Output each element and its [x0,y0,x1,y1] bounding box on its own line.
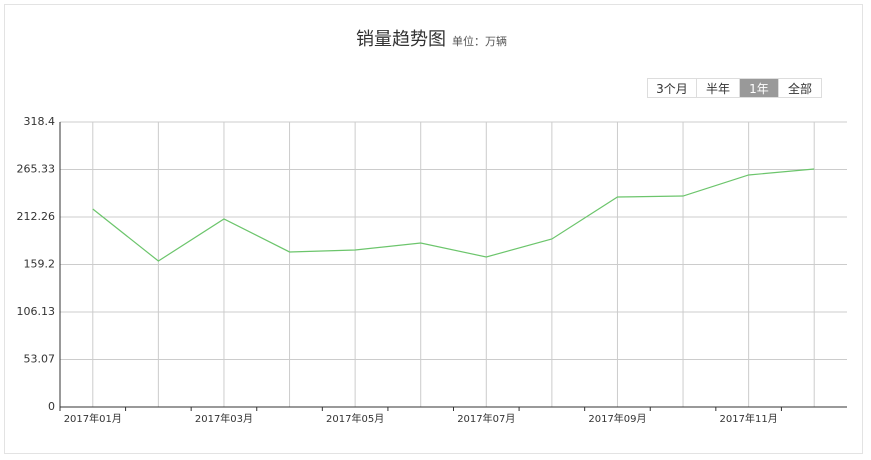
y-tick-label: 265.33 [17,163,56,176]
y-tick-label: 106.13 [17,305,56,318]
x-tick-label: 2017年01月 [64,412,122,425]
x-tick-label: 2017年11月 [720,412,778,425]
frame [4,4,863,454]
y-tick-label: 0 [48,400,55,413]
x-tick-label: 2017年05月 [326,412,384,425]
y-tick-label: 318.4 [24,115,56,128]
range-button[interactable]: 3个月 [647,78,697,98]
y-tick-label: 212.26 [17,210,56,223]
chart-subtitle: 单位：万辆 [452,34,507,48]
y-tick-label: 159.2 [24,258,56,271]
x-tick-label: 2017年09月 [588,412,646,425]
line [92,168,815,262]
x-tick-label: 2017年03月 [195,412,253,425]
range-button[interactable]: 全部 [778,78,822,98]
y-tick-label: 53.07 [24,352,56,365]
range-button[interactable]: 半年 [696,78,740,98]
chart-title: 销量趋势图 [356,29,446,50]
x-tick-label: 2017年07月 [457,412,515,425]
